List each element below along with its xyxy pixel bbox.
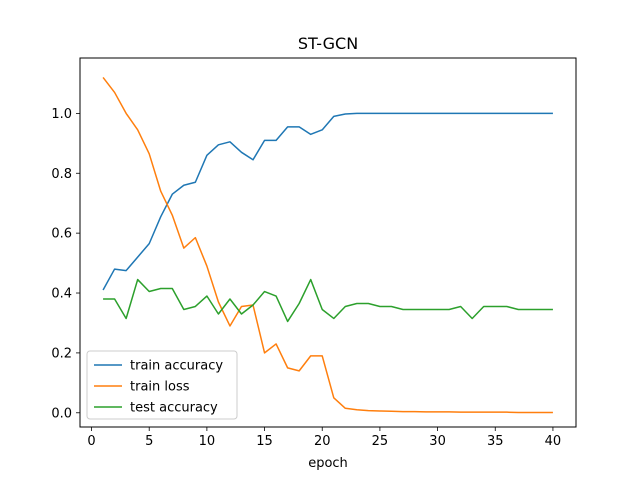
- y-tick-label-2: 0.4: [51, 287, 72, 302]
- plot-lines: [102, 77, 553, 414]
- y-axis-ticks: 0.0 0.2 0.4 0.6 0.8 1.0: [51, 107, 80, 421]
- series-line-0: [102, 112, 553, 291]
- y-tick-label-4: 0.8: [51, 167, 72, 182]
- x-tick-label-8: 40: [545, 434, 562, 449]
- x-tick-label-4: 20: [314, 434, 331, 449]
- x-tick-label-3: 15: [256, 434, 273, 449]
- x-axis-ticks: 0 5 10 15 20 25 30 35 40: [87, 427, 561, 449]
- y-tick-label-5: 1.0: [51, 107, 72, 122]
- series-line-2: [103, 278, 553, 323]
- chart-title: ST-GCN: [298, 34, 358, 53]
- legend-label-2: test accuracy: [130, 401, 218, 416]
- x-tick-label-7: 35: [487, 434, 504, 449]
- y-tick-label-1: 0.2: [51, 346, 72, 361]
- x-tick-label-5: 25: [372, 434, 389, 449]
- y-tick-label-3: 0.6: [51, 227, 72, 242]
- plot-frame: [79, 57, 577, 428]
- legend-label-0: train accuracy: [130, 359, 223, 374]
- legend: train accuracy train loss test accuracy: [86, 350, 238, 420]
- series-line-1: [102, 77, 553, 414]
- legend-box: [86, 350, 238, 420]
- x-tick-label-2: 10: [199, 434, 216, 449]
- y-tick-label-0: 0.0: [51, 406, 72, 421]
- legend-label-1: train loss: [130, 380, 190, 395]
- x-tick-label-6: 30: [429, 434, 446, 449]
- x-tick-label-0: 0: [87, 434, 95, 449]
- x-tick-label-1: 5: [145, 434, 153, 449]
- x-axis-label: epoch: [308, 456, 348, 471]
